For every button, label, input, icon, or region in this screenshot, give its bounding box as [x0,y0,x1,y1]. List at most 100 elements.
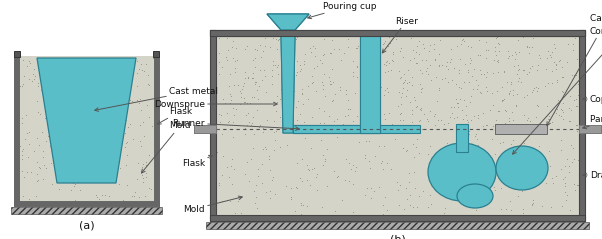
Point [524,45,534,49]
Point [236,91,246,95]
Point [507,166,517,169]
Point [573,158,583,162]
Point [295,64,305,67]
Point [332,136,342,139]
Point [461,137,471,141]
Point [439,123,448,126]
Point [240,172,250,176]
Point [507,53,517,57]
Point [514,194,523,198]
Point [241,132,250,136]
Point [126,83,136,87]
Point [214,60,224,64]
Point [311,90,320,93]
Bar [210,215,585,221]
Point [498,141,508,144]
Point [17,153,27,157]
Point [122,118,131,122]
Point [404,126,414,130]
Point [506,142,515,146]
Point [223,58,232,62]
Bar [154,56,159,206]
Point [110,123,119,127]
Point [431,170,441,174]
Point [379,93,388,97]
Point [415,68,425,72]
Point [265,189,275,193]
Point [407,109,417,112]
Point [305,183,315,187]
Point [465,132,474,136]
Point [237,87,247,91]
Point [29,67,39,71]
Point [272,94,282,98]
Point [251,183,261,187]
Point [379,123,388,127]
Point [247,76,257,80]
Point [571,97,581,101]
Point [382,63,391,67]
Point [450,105,459,109]
Point [329,47,339,51]
Point [290,209,300,213]
Point [335,85,344,89]
Point [393,180,402,184]
Point [364,65,373,69]
Point [247,157,256,161]
Point [148,56,158,60]
Point [26,170,36,174]
Point [465,56,474,60]
Point [222,37,231,40]
Point [141,160,151,164]
Point [474,157,483,161]
Point [141,175,151,179]
Point [287,197,296,201]
Point [438,77,447,81]
Bar [210,30,585,36]
Point [305,168,314,172]
Point [463,120,473,124]
Point [228,135,238,139]
Point [501,207,511,211]
Point [468,74,477,78]
Point [293,70,302,74]
Point [229,83,239,87]
Point [25,77,34,81]
Point [278,47,288,51]
Point [329,119,339,123]
Point [68,157,78,161]
Point [467,181,476,185]
Point [281,46,290,49]
Point [447,78,457,82]
Point [355,64,365,68]
Point [225,72,235,76]
Point [571,73,581,77]
Point [324,114,334,118]
Point [328,80,338,84]
Point [506,82,515,86]
Point [490,152,500,156]
Point [497,98,507,102]
Point [367,96,377,100]
Point [47,105,57,109]
Point [229,113,238,117]
Point [414,194,423,198]
Point [365,119,375,123]
Point [87,114,96,118]
Point [76,152,86,155]
Point [489,58,499,61]
Point [391,137,400,141]
Point [308,115,317,119]
Point [17,169,27,173]
Point [315,121,325,125]
Point [534,53,544,57]
Point [424,167,434,171]
Point [573,183,583,187]
Point [312,189,322,192]
Point [435,38,445,42]
Point [379,42,388,46]
Point [303,125,313,128]
Point [556,58,565,62]
Point [497,99,507,103]
Point [348,119,358,123]
